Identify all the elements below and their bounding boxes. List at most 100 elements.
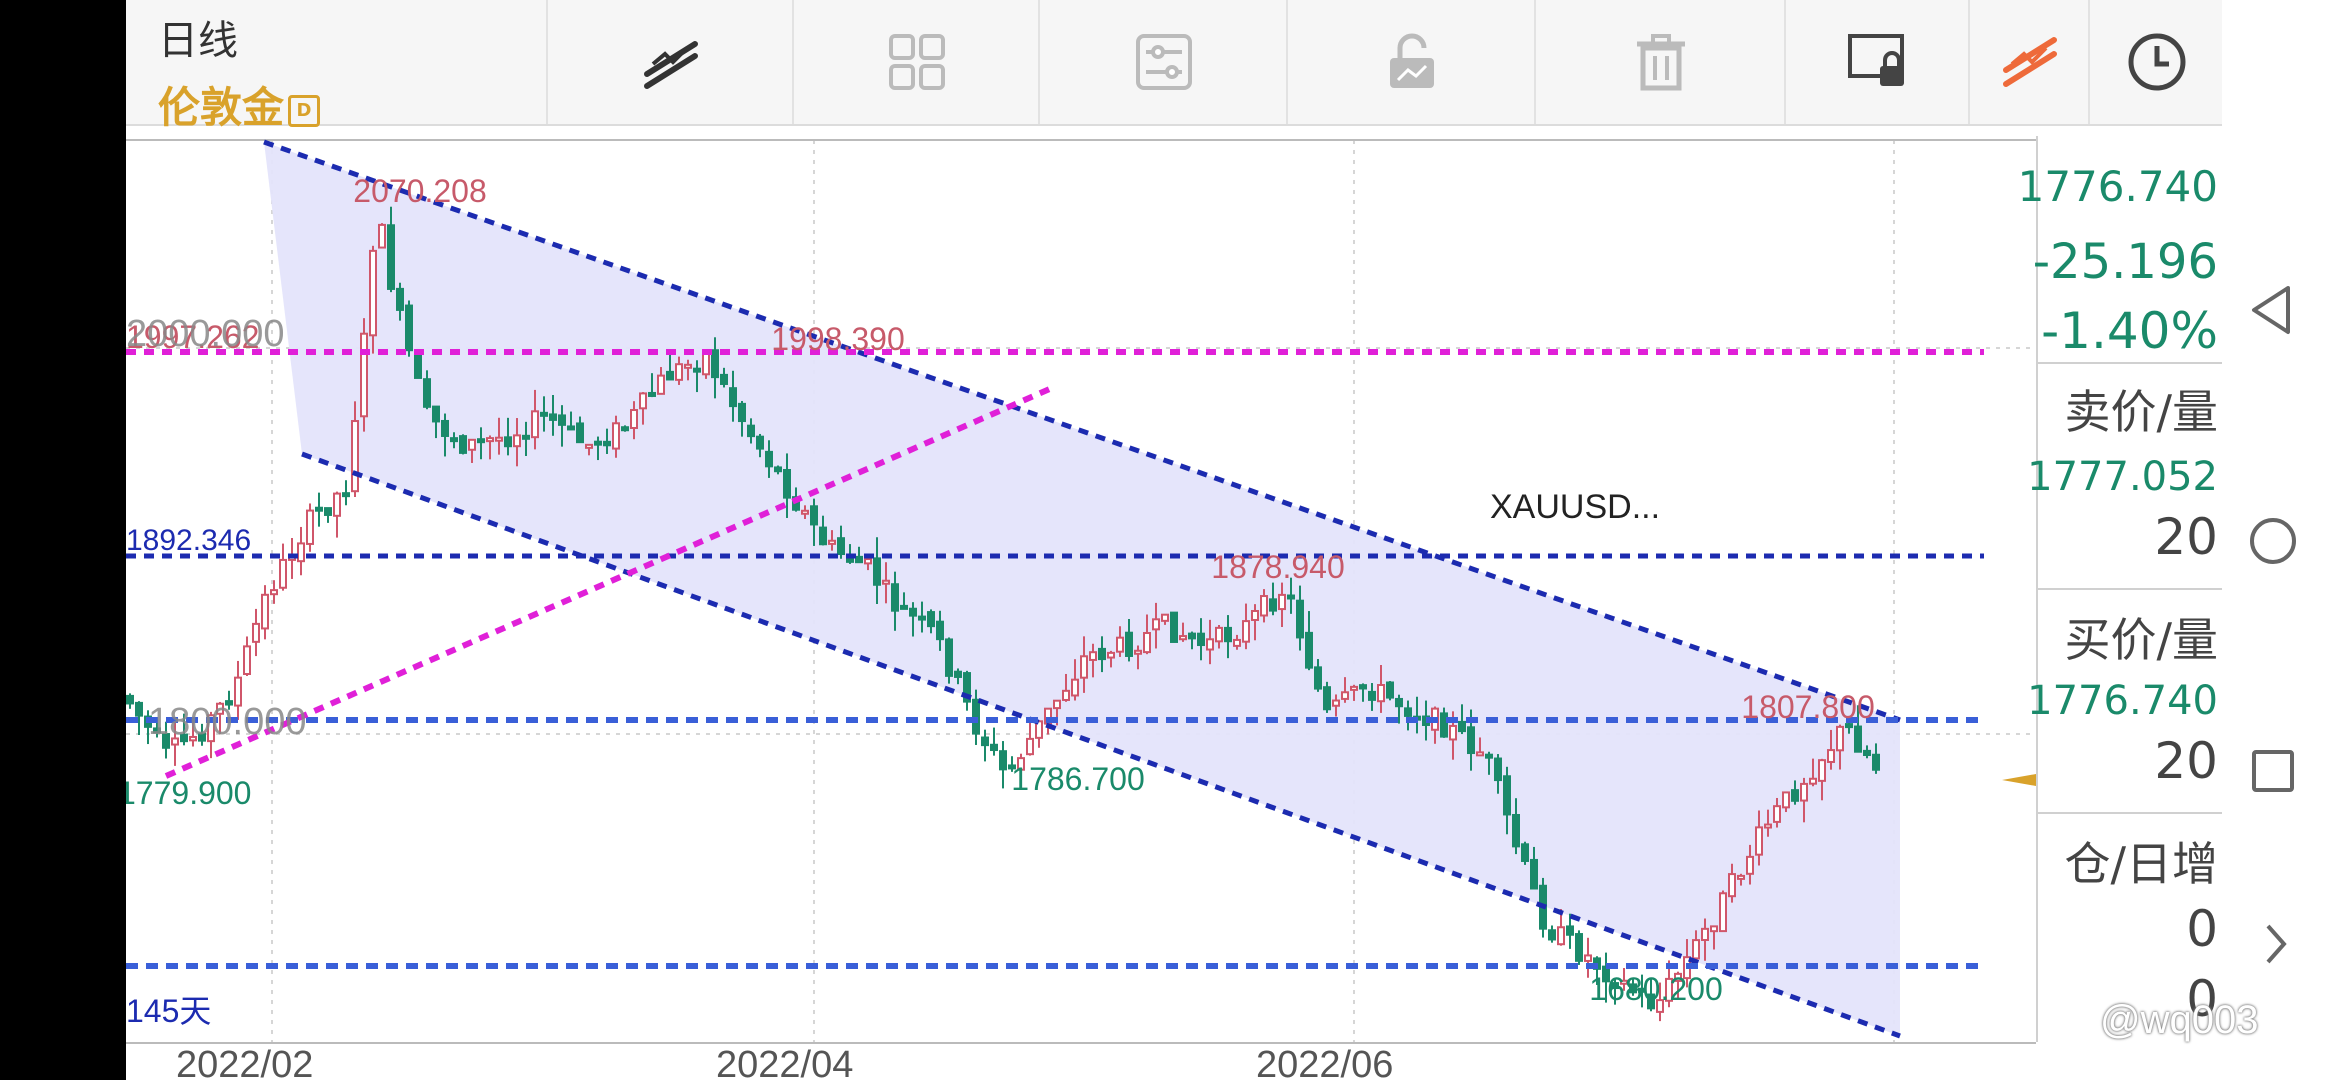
clock-button[interactable] xyxy=(2088,0,2224,124)
candle-body xyxy=(891,583,899,612)
last-price: 1776.740 xyxy=(2017,162,2218,211)
current-price-marker xyxy=(2002,774,2036,786)
candle-body xyxy=(1863,749,1871,757)
candle-body xyxy=(909,607,917,617)
candle-body xyxy=(819,526,827,546)
candle-body xyxy=(1656,999,1664,1013)
candle-body xyxy=(1620,979,1628,985)
bid-volume: 20 xyxy=(2154,732,2218,790)
drawing-tools-button[interactable] xyxy=(546,0,794,124)
candle-body xyxy=(738,402,746,423)
trend-drawing-icon xyxy=(2003,37,2057,87)
candle-body xyxy=(1143,632,1151,654)
candle-body xyxy=(1674,972,1682,982)
candle-body xyxy=(1071,678,1079,697)
symbol-badge: D xyxy=(288,94,321,127)
period-label[interactable]: 日线 xyxy=(158,18,238,64)
channel-lower-line[interactable] xyxy=(301,451,1901,1039)
candle-body xyxy=(918,615,926,621)
system-nav-bar xyxy=(2222,0,2340,1080)
candle-body xyxy=(1080,655,1088,679)
candle-body xyxy=(1161,613,1169,622)
candle-body xyxy=(225,700,233,706)
candle-body xyxy=(1359,684,1367,690)
label-level-2000: 2000.000 xyxy=(126,313,285,355)
candle-body xyxy=(1485,753,1493,759)
candle-body xyxy=(1638,987,1646,993)
candle-body xyxy=(1494,757,1502,782)
candle-body xyxy=(1305,631,1313,669)
candle-body xyxy=(279,558,287,589)
candle-body xyxy=(954,670,962,678)
candle-body xyxy=(963,672,971,703)
candle-body xyxy=(207,714,215,743)
candle-body xyxy=(1404,707,1412,717)
candle-body xyxy=(216,702,224,715)
candle-body xyxy=(621,426,629,432)
candle-body xyxy=(693,367,701,373)
candle-body xyxy=(1089,651,1097,661)
candle-body xyxy=(513,434,521,448)
indicator-settings-button[interactable] xyxy=(1038,0,1288,124)
candle-body xyxy=(450,437,458,443)
ask-label: 卖价/量 xyxy=(2064,385,2219,439)
label-high: 2070.208 xyxy=(353,173,486,209)
panel-divider xyxy=(2038,588,2224,590)
home-icon[interactable] xyxy=(2248,516,2298,566)
candle-body xyxy=(1557,926,1565,946)
unlock-drawing-button[interactable] xyxy=(1286,0,1536,124)
candle-body xyxy=(1170,611,1178,643)
candle-body xyxy=(927,611,935,628)
candle-body xyxy=(1377,684,1385,703)
layout-button[interactable] xyxy=(792,0,1040,124)
candle-body xyxy=(531,410,539,439)
candle-body xyxy=(1008,764,1016,770)
candle-body xyxy=(1845,723,1853,729)
candle-body xyxy=(1332,699,1340,707)
clock-icon xyxy=(2128,33,2186,91)
candle-body xyxy=(1197,632,1205,647)
symbol-name[interactable]: 伦敦金 D xyxy=(158,74,321,135)
candle-body xyxy=(234,676,242,707)
candle-body xyxy=(126,694,134,705)
candle-body xyxy=(1692,939,1700,960)
recents-icon[interactable] xyxy=(2250,748,2296,794)
candle-body xyxy=(711,349,719,379)
symbol-title[interactable]: 日线 伦敦金 D xyxy=(158,8,321,135)
candle-body xyxy=(765,450,773,468)
candle-body xyxy=(549,413,557,421)
candles xyxy=(126,206,1880,1022)
candle-body xyxy=(351,420,359,493)
candle-body xyxy=(900,604,908,610)
oi-change: 0 xyxy=(2186,970,2218,1028)
candle-body xyxy=(1629,983,1637,994)
label-level-1800: 1800.000 xyxy=(148,701,307,743)
channel-upper-line[interactable] xyxy=(263,139,1901,723)
channel-fill xyxy=(264,142,1900,1036)
lock-screen-button[interactable] xyxy=(1784,0,1970,124)
delete-button[interactable] xyxy=(1534,0,1786,124)
chevron-right-icon[interactable] xyxy=(2262,920,2290,968)
candle-body xyxy=(387,224,395,290)
candle-body xyxy=(1152,618,1160,631)
candle-body xyxy=(1737,874,1745,880)
candle-body xyxy=(1836,725,1844,752)
candle-body xyxy=(810,505,818,526)
candle-body xyxy=(405,304,413,352)
chart-canvas[interactable]: 2070.208 1998.390 1997.262 2000.000 1892… xyxy=(118,126,2036,1042)
candle-body xyxy=(729,387,737,408)
candle-body xyxy=(270,589,278,596)
label-low-left: 1779.900 xyxy=(126,775,251,811)
layout-grid-icon xyxy=(889,34,945,90)
candle-body xyxy=(1575,933,1583,962)
candle-body xyxy=(1188,632,1196,640)
candlestick-chart[interactable]: 2070.208 1998.390 1997.262 2000.000 1892… xyxy=(118,126,2036,1042)
lock-screen-icon xyxy=(1848,34,1904,86)
candle-body xyxy=(459,435,467,454)
trend-drawing-button[interactable] xyxy=(1968,0,2090,124)
back-icon[interactable] xyxy=(2248,282,2296,338)
candle-body xyxy=(261,593,269,630)
candle-body xyxy=(1233,638,1241,647)
candle-body xyxy=(1341,691,1349,700)
candle-body xyxy=(1098,647,1106,661)
